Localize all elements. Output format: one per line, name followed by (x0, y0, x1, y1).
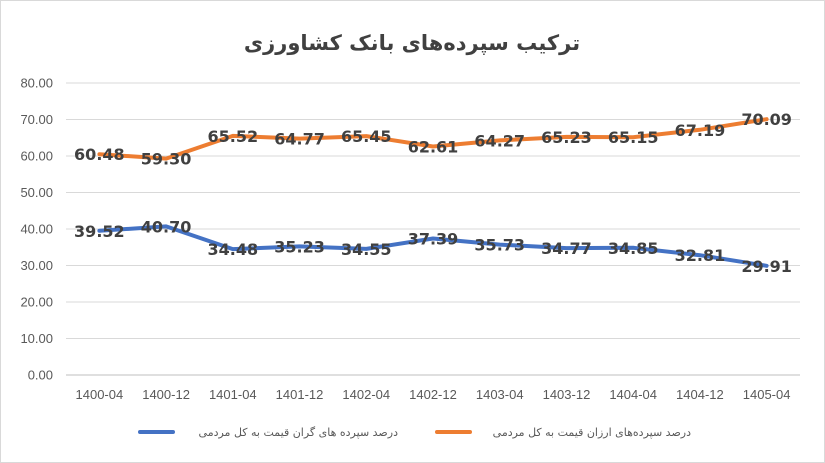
x-tick-label: 1402-04 (342, 387, 390, 402)
y-tick-label: 40.00 (20, 222, 53, 237)
data-label: 34.55 (341, 240, 392, 259)
x-tick-label: 1402-12 (409, 387, 457, 402)
data-label: 65.15 (608, 128, 659, 147)
data-label: 34.48 (208, 240, 259, 259)
data-label: 65.45 (341, 127, 392, 146)
y-tick-label: 20.00 (20, 295, 53, 310)
y-tick-label: 60.00 (20, 149, 53, 164)
chart-title: ترکیب سپرده‌های بانک کشاورزی (244, 31, 580, 55)
data-label: 62.61 (408, 137, 459, 156)
data-label: 60.48 (74, 145, 125, 164)
legend-label: درصد سپرده های گران قیمت به کل مردمی (199, 426, 399, 439)
x-tick-label: 1405-04 (743, 387, 791, 402)
data-label: 39.52 (74, 222, 125, 241)
y-tick-label: 30.00 (20, 258, 53, 273)
series-line-1 (97, 117, 769, 161)
data-label: 34.85 (608, 239, 659, 258)
data-label: 35.23 (274, 237, 325, 256)
data-labels: 60.48 59.30 65.52 64.77 65.45 62.61 64.27 65.23… (74, 110, 792, 276)
legend-label: درصد سپرده‌های ارزان قیمت به کل مردمی (493, 426, 691, 439)
y-tick-label: 0.00 (28, 368, 53, 383)
x-tick-label: 1403-04 (476, 387, 524, 402)
x-axis-ticks: 1400-04 1400-12 1401-04 1401-12 1402-04 1402-… (76, 387, 791, 402)
data-label: 64.27 (474, 131, 525, 150)
y-tick-label: 10.00 (20, 331, 53, 346)
x-tick-label: 1404-04 (609, 387, 657, 402)
x-tick-label: 1403-12 (543, 387, 591, 402)
series-line-2 (97, 224, 769, 268)
x-tick-label: 1401-04 (209, 387, 257, 402)
y-tick-label: 70.00 (20, 112, 53, 127)
data-label: 59.30 (141, 150, 192, 169)
y-axis-ticks: 0.00 10.00 20.00 30.00 40.00 50.00 60.00 70.00 8… (20, 76, 53, 383)
x-tick-label: 1401-12 (276, 387, 324, 402)
data-label: 67.19 (675, 121, 726, 140)
data-label: 35.73 (474, 236, 525, 255)
data-label: 40.70 (141, 217, 192, 236)
x-tick-label: 1404-12 (676, 387, 724, 402)
y-tick-label: 50.00 (20, 185, 53, 200)
x-tick-label: 1400-04 (76, 387, 124, 402)
data-label: 64.77 (274, 130, 325, 149)
series-lines (97, 117, 769, 268)
y-tick-label: 80.00 (20, 76, 53, 91)
gridlines (66, 82, 800, 376)
data-label: 70.09 (741, 110, 792, 129)
data-label: 65.52 (208, 127, 259, 146)
data-label: 37.39 (408, 230, 459, 249)
data-label: 65.23 (541, 128, 592, 147)
legend: درصد سپرده های گران قیمت به کل مردمی درصد… (138, 426, 691, 439)
data-label: 32.81 (675, 246, 726, 265)
x-tick-label: 1400-12 (142, 387, 190, 402)
data-label: 29.91 (741, 257, 792, 276)
data-label: 34.77 (541, 239, 592, 258)
